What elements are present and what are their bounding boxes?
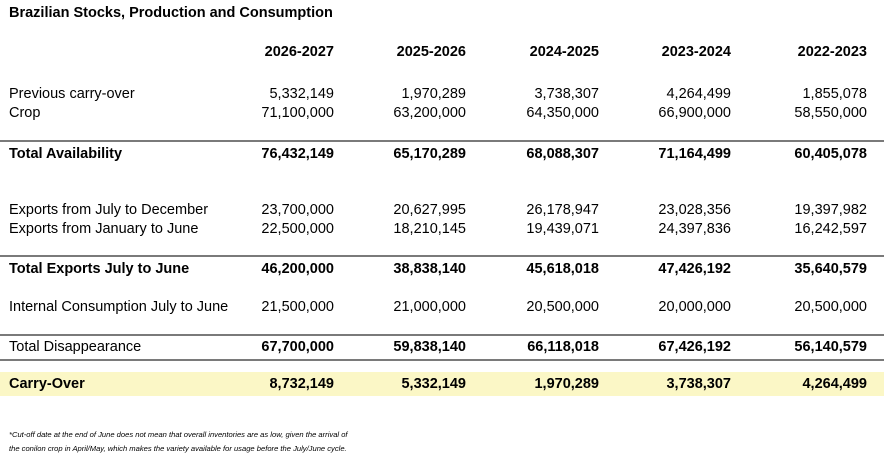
table-row-total-exports: Total Exports July to June 46,200,000 38… bbox=[0, 259, 886, 279]
column-header-row: 2026-2027 2025-2026 2024-2025 2023-2024 … bbox=[0, 42, 886, 62]
column-header: 2023-2024 bbox=[661, 44, 731, 60]
carry-over-highlight bbox=[0, 372, 884, 396]
footnote-line-2: the conilon crop in April/May, which mak… bbox=[9, 444, 347, 453]
row-label: Crop bbox=[9, 105, 41, 121]
table-cell: 58,550,000 bbox=[794, 105, 867, 121]
table-cell: 47,426,192 bbox=[658, 261, 731, 277]
footnote-line-1: *Cut-off date at the end of June does no… bbox=[9, 430, 348, 439]
section-divider bbox=[0, 140, 884, 142]
table-cell: 18,210,145 bbox=[393, 221, 466, 237]
table-cell: 1,970,289 bbox=[534, 376, 599, 392]
row-label: Exports from July to December bbox=[9, 202, 209, 218]
row-label: Total Availability bbox=[9, 146, 123, 162]
table-cell: 5,332,149 bbox=[401, 376, 466, 392]
row-label: Total Disappearance bbox=[9, 339, 142, 355]
table-row-carry-over: Carry-Over 8,732,149 5,332,149 1,970,289… bbox=[0, 374, 886, 394]
table-cell: 26,178,947 bbox=[526, 202, 599, 218]
table-cell: 64,350,000 bbox=[526, 105, 599, 121]
table-cell: 3,738,307 bbox=[534, 86, 599, 102]
table-cell: 63,200,000 bbox=[393, 105, 466, 121]
table-cell: 20,500,000 bbox=[794, 299, 867, 315]
table-cell: 76,432,149 bbox=[261, 146, 334, 162]
column-header: 2024-2025 bbox=[529, 44, 599, 60]
table-row-total-disappearance: Total Disappearance 67,700,000 59,838,14… bbox=[0, 337, 886, 357]
table-cell: 16,242,597 bbox=[794, 221, 867, 237]
table-cell: 1,970,289 bbox=[401, 86, 466, 102]
row-label: Internal Consumption July to June bbox=[9, 299, 229, 315]
table-cell: 5,332,149 bbox=[269, 86, 334, 102]
table-cell: 20,500,000 bbox=[526, 299, 599, 315]
table-cell: 4,264,499 bbox=[666, 86, 731, 102]
table-cell: 67,426,192 bbox=[658, 339, 731, 355]
table-cell: 1,855,078 bbox=[802, 86, 867, 102]
table-row-exports-jul-dec: Exports from July to December 23,700,000… bbox=[0, 200, 886, 220]
column-header: 2025-2026 bbox=[396, 44, 466, 60]
table-cell: 60,405,078 bbox=[794, 146, 867, 162]
table-cell: 23,028,356 bbox=[658, 202, 731, 218]
table-cell: 19,397,982 bbox=[794, 202, 867, 218]
table-cell: 67,700,000 bbox=[261, 339, 334, 355]
table-cell: 65,170,289 bbox=[393, 146, 466, 162]
table-cell: 68,088,307 bbox=[526, 146, 599, 162]
table-cell: 46,200,000 bbox=[261, 261, 334, 277]
table-cell: 3,738,307 bbox=[666, 376, 731, 392]
table-cell: 20,627,995 bbox=[393, 202, 466, 218]
table-cell: 19,439,071 bbox=[526, 221, 599, 237]
table-row-exports-jan-jun: Exports from January to June 22,500,000 … bbox=[0, 219, 886, 239]
table-cell: 59,838,140 bbox=[393, 339, 466, 355]
table-row-previous-carry-over: Previous carry-over 5,332,149 1,970,289 … bbox=[0, 84, 886, 104]
table-cell: 71,100,000 bbox=[261, 105, 334, 121]
table-cell: 66,900,000 bbox=[658, 105, 731, 121]
row-label: Carry-Over bbox=[9, 376, 85, 392]
section-divider bbox=[0, 359, 884, 361]
table-cell: 4,264,499 bbox=[802, 376, 867, 392]
table-row-total-availability: Total Availability 76,432,149 65,170,289… bbox=[0, 144, 886, 164]
table-cell: 45,618,018 bbox=[526, 261, 599, 277]
row-label: Previous carry-over bbox=[9, 86, 135, 102]
section-divider bbox=[0, 334, 884, 336]
table-cell: 23,700,000 bbox=[261, 202, 334, 218]
table-cell: 24,397,836 bbox=[658, 221, 731, 237]
table-cell: 8,732,149 bbox=[269, 376, 334, 392]
table-cell: 21,000,000 bbox=[393, 299, 466, 315]
table-row-crop: Crop 71,100,000 63,200,000 64,350,000 66… bbox=[0, 103, 886, 123]
table-cell: 22,500,000 bbox=[261, 221, 334, 237]
section-divider bbox=[0, 255, 884, 257]
row-label: Exports from January to June bbox=[9, 221, 199, 237]
table-cell: 66,118,018 bbox=[527, 339, 599, 355]
column-header: 2022-2023 bbox=[797, 44, 867, 60]
table-cell: 71,164,499 bbox=[658, 146, 731, 162]
table-row-internal-consumption: Internal Consumption July to June 21,500… bbox=[0, 297, 886, 317]
table-cell: 35,640,579 bbox=[794, 261, 867, 277]
page-title: Brazilian Stocks, Production and Consump… bbox=[9, 5, 333, 21]
column-header: 2026-2027 bbox=[264, 44, 334, 60]
table-cell: 21,500,000 bbox=[261, 299, 334, 315]
row-label: Total Exports July to June bbox=[9, 261, 190, 277]
table-cell: 38,838,140 bbox=[393, 261, 466, 277]
table-cell: 56,140,579 bbox=[794, 339, 867, 355]
table-cell: 20,000,000 bbox=[658, 299, 731, 315]
